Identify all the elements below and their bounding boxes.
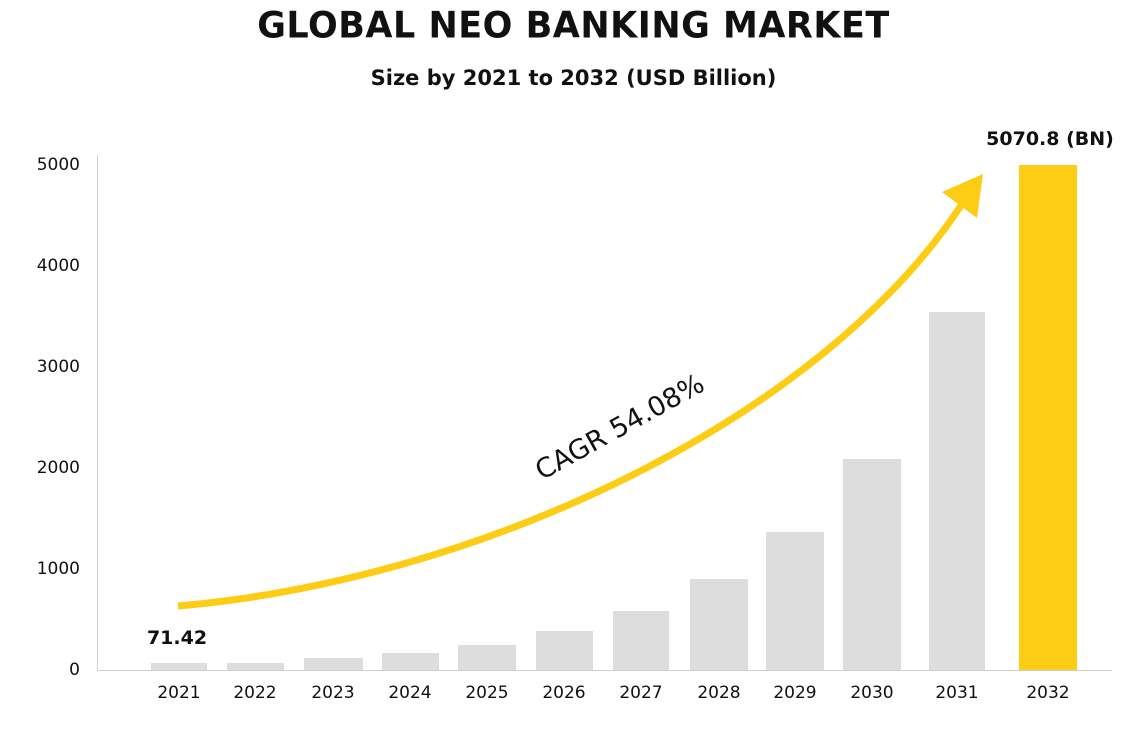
x-tick-2027: 2027 — [619, 683, 663, 703]
y-tick-5000: 5000 — [36, 155, 80, 175]
x-tick-2023: 2023 — [311, 683, 355, 703]
bar-2024 — [382, 652, 439, 670]
x-tick-2028: 2028 — [697, 683, 741, 703]
y-tick-3000: 3000 — [36, 357, 80, 377]
x-tick-2029: 2029 — [773, 683, 817, 703]
bar-2027 — [613, 610, 669, 670]
y-axis-line — [97, 155, 98, 670]
arrowhead-icon — [942, 174, 983, 218]
bar-2023 — [304, 658, 363, 670]
y-tick-0: 0 — [69, 660, 80, 680]
x-tick-2030: 2030 — [850, 683, 894, 703]
bar-2025 — [458, 644, 516, 670]
last-value-label: 5070.8 (BN) — [986, 128, 1114, 150]
bar-2026 — [536, 631, 593, 670]
bar-2029 — [766, 531, 824, 670]
bar-2030 — [843, 459, 901, 670]
x-tick-2025: 2025 — [465, 683, 509, 703]
chart-subtitle: Size by 2021 to 2032 (USD Billion) — [370, 66, 777, 90]
bar-2021 — [151, 662, 207, 670]
bar-2031 — [929, 311, 985, 670]
x-tick-2031: 2031 — [935, 683, 979, 703]
x-axis-line — [97, 670, 1112, 671]
x-tick-2022: 2022 — [233, 683, 277, 703]
y-tick-4000: 4000 — [36, 256, 80, 276]
bar-2022 — [227, 662, 284, 670]
bar-2032 — [1019, 165, 1077, 670]
chart-title: GLOBAL NEO BANKING MARKET — [257, 5, 890, 47]
x-tick-2032: 2032 — [1026, 683, 1070, 703]
x-tick-2021: 2021 — [157, 683, 201, 703]
first-value-label: 71.42 — [146, 627, 208, 649]
x-tick-2026: 2026 — [542, 683, 586, 703]
x-tick-2024: 2024 — [388, 683, 432, 703]
y-tick-2000: 2000 — [36, 458, 80, 478]
y-tick-1000: 1000 — [36, 559, 80, 579]
cagr-arrow-curve — [177, 202, 965, 610]
bar-2028 — [690, 579, 748, 670]
